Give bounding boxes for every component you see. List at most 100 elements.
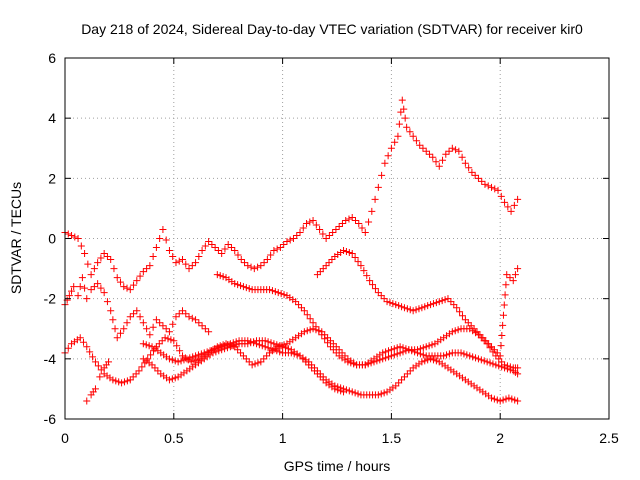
data-point <box>457 349 465 357</box>
data-point <box>89 353 97 361</box>
data-point <box>389 300 397 308</box>
data-point <box>453 304 461 312</box>
series-4 <box>213 271 522 372</box>
data-point <box>201 242 209 250</box>
data-point <box>254 359 262 367</box>
data-point <box>496 397 504 405</box>
data-point <box>205 328 213 336</box>
data-point <box>416 345 424 353</box>
data-point <box>94 362 102 370</box>
data-point <box>334 386 342 394</box>
data-point <box>232 341 240 349</box>
data-point <box>300 328 308 336</box>
data-point <box>432 158 440 166</box>
data-point <box>86 348 94 356</box>
data-point <box>152 244 160 252</box>
data-point <box>183 355 191 363</box>
data-point <box>497 192 505 200</box>
data-point <box>358 224 366 232</box>
y-tick-label: 6 <box>48 50 56 66</box>
data-point <box>268 287 276 295</box>
data-point <box>313 271 321 279</box>
data-point <box>293 231 301 239</box>
data-point <box>90 265 98 273</box>
data-point <box>342 216 350 224</box>
data-point <box>279 343 287 351</box>
data-point <box>245 358 253 366</box>
data-point <box>90 283 98 291</box>
data-point <box>105 358 113 366</box>
data-point <box>77 242 85 250</box>
data-point <box>261 337 269 345</box>
data-point <box>303 327 311 335</box>
data-point <box>490 395 498 403</box>
y-tick-label: -4 <box>44 351 57 367</box>
data-point <box>165 355 173 363</box>
data-point <box>193 356 201 364</box>
data-point <box>261 343 269 351</box>
data-point <box>409 132 417 140</box>
data-point <box>245 285 253 293</box>
data-point <box>424 302 432 310</box>
data-point <box>329 228 337 236</box>
data-point <box>237 349 245 357</box>
data-point <box>174 358 182 366</box>
data-point <box>227 244 235 252</box>
data-point <box>257 358 265 366</box>
data-point <box>364 360 372 368</box>
data-point <box>221 345 229 353</box>
data-point <box>111 325 119 333</box>
data-point <box>194 351 202 359</box>
data-point <box>126 313 134 321</box>
data-point <box>354 258 362 266</box>
data-point <box>480 357 488 365</box>
data-point <box>400 304 408 312</box>
data-point <box>412 137 420 145</box>
data-point <box>81 250 89 258</box>
data-point <box>103 253 111 261</box>
data-point <box>340 388 348 396</box>
data-point <box>376 356 384 364</box>
data-point <box>182 310 190 318</box>
data-point <box>87 286 95 294</box>
data-point <box>374 391 382 399</box>
points-layer <box>61 96 522 405</box>
data-point <box>169 253 177 261</box>
data-point <box>367 359 375 367</box>
data-point <box>138 363 146 371</box>
data-point <box>432 357 440 365</box>
data-point <box>392 301 400 309</box>
data-point <box>440 352 448 360</box>
data-point <box>386 299 394 307</box>
y-axis-label: SDTVAR / TECUs <box>8 182 24 294</box>
data-point <box>171 374 179 382</box>
data-point <box>70 283 78 291</box>
data-point <box>242 355 250 363</box>
data-point <box>382 354 390 362</box>
data-point <box>494 186 502 194</box>
data-point <box>273 245 281 253</box>
data-point <box>447 298 455 306</box>
data-point <box>329 346 337 354</box>
data-point <box>74 235 82 242</box>
data-point <box>463 351 471 359</box>
data-point <box>109 376 117 384</box>
data-point <box>419 144 427 152</box>
data-point <box>81 284 89 292</box>
data-point <box>146 262 154 270</box>
series-5 <box>61 96 522 294</box>
data-point <box>120 283 128 291</box>
data-point <box>65 292 73 300</box>
data-point <box>260 259 268 267</box>
data-point <box>416 141 424 149</box>
data-point <box>478 177 486 185</box>
data-point <box>168 356 176 364</box>
data-point <box>350 360 358 368</box>
x-tick-label: 1 <box>279 430 287 446</box>
data-point <box>329 340 337 348</box>
data-point <box>493 349 501 357</box>
data-point <box>118 379 126 387</box>
data-point <box>511 396 519 404</box>
data-point <box>164 335 172 343</box>
data-point <box>332 349 340 357</box>
